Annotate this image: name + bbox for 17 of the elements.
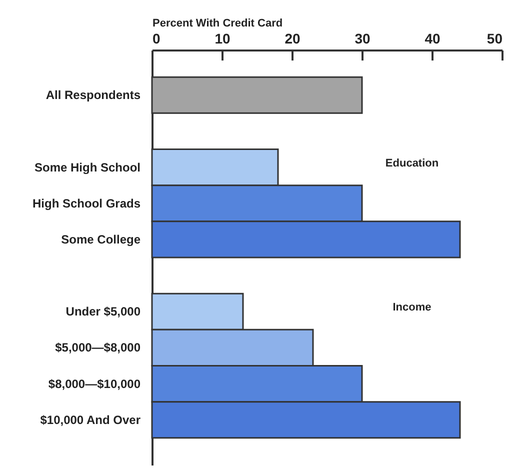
x-tick-label: 40 bbox=[424, 30, 440, 46]
y-tick-label: $5,000—$8,000 bbox=[55, 340, 141, 355]
y-tick-label: Some High School bbox=[34, 160, 140, 174]
annotation: Income bbox=[392, 302, 432, 314]
x-tick-label: 30 bbox=[354, 30, 370, 46]
annotation: Education bbox=[385, 157, 439, 170]
x-tick-label: 50 bbox=[486, 30, 503, 46]
x-tick-label: 0 bbox=[152, 30, 160, 46]
y-tick-label: All Respondents bbox=[46, 88, 141, 102]
y-tick-label: Some College bbox=[61, 232, 141, 246]
y-tick-label: $8,000—$10,000 bbox=[48, 376, 141, 391]
y-tick-label: $10,000 And Over bbox=[40, 412, 141, 427]
x-tick-label: 10 bbox=[214, 30, 230, 46]
x-tick-label: 20 bbox=[284, 30, 300, 46]
x-axis-title: Percent With Credit Card bbox=[152, 18, 283, 30]
y-tick-label: High School Grads bbox=[32, 196, 141, 210]
y-tick-label: Under $5,000 bbox=[66, 304, 141, 319]
